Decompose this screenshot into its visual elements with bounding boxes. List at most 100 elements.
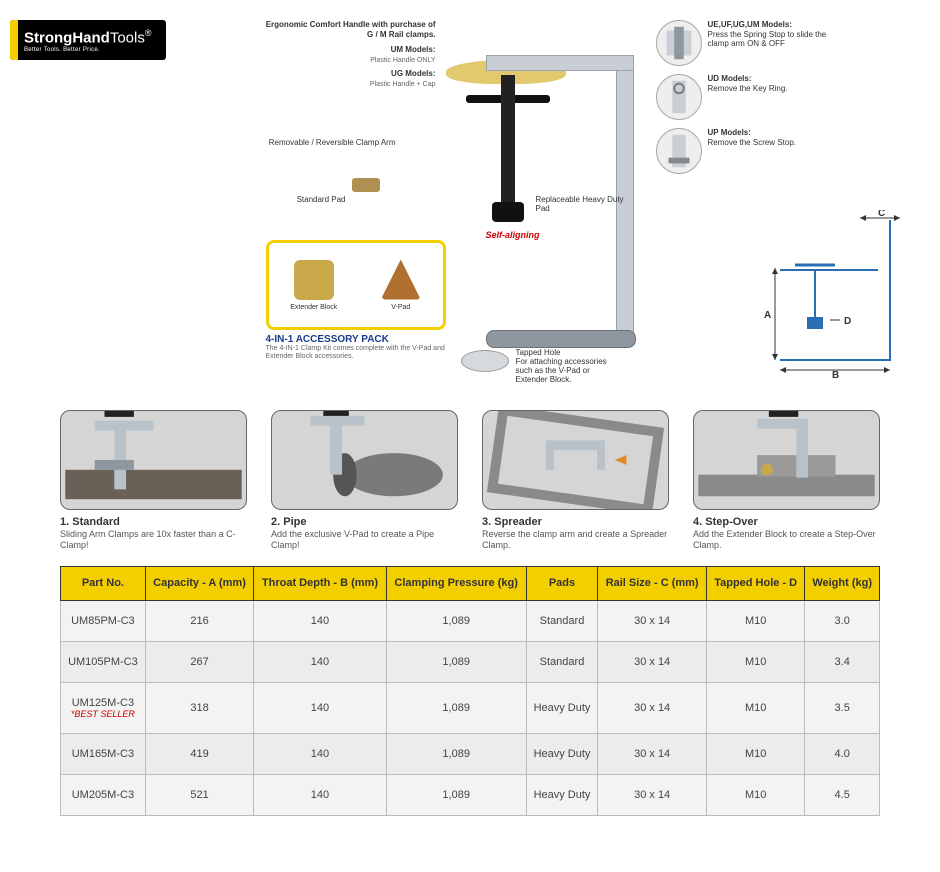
table-row: UM165M-C34191401,089Heavy Duty30 x 14M10…: [61, 733, 880, 774]
model-ue-desc: Press the Spring Stop to slide the clamp…: [708, 30, 827, 49]
svg-text:B: B: [832, 370, 839, 380]
app-img-pipe: [271, 410, 458, 510]
app-title-pipe: 2. Pipe: [271, 516, 458, 528]
spec-table: Part No. Capacity - A (mm) Throat Depth …: [60, 566, 880, 816]
cell-pads: Standard: [526, 600, 598, 641]
app-card-stepover: 4. Step-Over Add the Extender Block to c…: [693, 410, 880, 552]
clamp-top-arm: [486, 55, 634, 71]
cell-partno: UM105PM-C3: [61, 641, 146, 682]
cell-pads: Standard: [526, 641, 598, 682]
cell-pressure: 1,089: [386, 600, 526, 641]
vpad-label: V-Pad: [391, 304, 410, 311]
cell-capacity: 318: [145, 682, 253, 733]
app-desc-pipe: Add the exclusive V-Pad to create a Pipe…: [271, 529, 458, 552]
svg-text:A: A: [764, 310, 771, 321]
removable-arm-label: Removable / Reversible Clamp Arm: [246, 138, 396, 147]
clamp-base: [486, 330, 636, 348]
col-pads: Pads: [526, 566, 598, 600]
cell-rail: 30 x 14: [598, 641, 707, 682]
cell-weight: 3.4: [805, 641, 880, 682]
ergonomic-title: Ergonomic Comfort Handle with purchase o…: [266, 20, 436, 39]
partno-text: UM165M-C3: [72, 748, 134, 760]
cell-partno: UM205M-C3: [61, 774, 146, 815]
cell-capacity: 267: [145, 641, 253, 682]
cell-tapped: M10: [706, 774, 804, 815]
app-card-spreader: 3. Spreader Reverse the clamp arm and cr…: [482, 410, 669, 552]
best-seller-badge: *BEST SELLER: [67, 709, 139, 719]
app-card-standard: 1. Standard Sliding Arm Clamps are 10x f…: [60, 410, 247, 552]
model-up-icon: [656, 128, 702, 174]
ergonomic-handle-label: Ergonomic Comfort Handle with purchase o…: [266, 20, 436, 89]
extender-block-label: Extender Block: [290, 304, 337, 311]
model-up-title: UP Models:: [708, 128, 751, 137]
vpad-item: V-Pad: [381, 260, 421, 311]
col-tapped: Tapped Hole - D: [706, 566, 804, 600]
cell-throat: 140: [254, 641, 386, 682]
table-row: UM105PM-C32671401,089Standard30 x 14M103…: [61, 641, 880, 682]
cell-capacity: 419: [145, 733, 253, 774]
cell-capacity: 521: [145, 774, 253, 815]
table-row: UM125M-C3*BEST SELLER3181401,089Heavy Du…: [61, 682, 880, 733]
brand-logo: StrongHandTools® Better Tools. Better Pr…: [10, 20, 166, 60]
cell-pressure: 1,089: [386, 774, 526, 815]
cell-partno: UM125M-C3*BEST SELLER: [61, 682, 146, 733]
standard-pad-shape: [352, 178, 380, 192]
partno-text: UM105PM-C3: [68, 656, 138, 668]
standard-pad-label: Standard Pad: [286, 195, 346, 204]
svg-text:D: D: [844, 316, 851, 327]
cell-pressure: 1,089: [386, 733, 526, 774]
app-desc-stepover: Add the Extender Block to create a Step-…: [693, 529, 880, 552]
cell-rail: 30 x 14: [598, 600, 707, 641]
accessory-title: 4-IN-1 ACCESSORY PACK: [266, 334, 446, 345]
col-rail: Rail Size - C (mm): [598, 566, 707, 600]
model-ud-desc: Remove the Key Ring.: [708, 84, 788, 93]
app-img-spreader: [482, 410, 669, 510]
spec-thead: Part No. Capacity - A (mm) Throat Depth …: [61, 566, 880, 600]
app-title-spreader: 3. Spreader: [482, 516, 669, 528]
vpad-icon: [381, 260, 421, 300]
ug-models-label: UG Models:: [391, 69, 435, 78]
model-ue-row: UE,UF,UG,UM Models: Press the Spring Sto…: [656, 20, 866, 66]
app-title-stepover: 4. Step-Over: [693, 516, 880, 528]
heavy-duty-pad-shape: [492, 202, 524, 222]
self-aligning-label: Self-aligning: [486, 230, 540, 240]
cell-partno: UM165M-C3: [61, 733, 146, 774]
tapped-hole-shape: [461, 350, 509, 372]
partno-text: UM205M-C3: [72, 789, 134, 801]
cell-throat: 140: [254, 682, 386, 733]
svg-text:C: C: [878, 210, 885, 219]
accessory-pack: Extender Block V-Pad 4-IN-1 ACCESSORY PA…: [266, 240, 446, 362]
cell-throat: 140: [254, 600, 386, 641]
cell-pressure: 1,089: [386, 682, 526, 733]
tapped-hole-label: Tapped Hole For attaching accessories su…: [516, 348, 656, 384]
app-card-pipe: 2. Pipe Add the exclusive V-Pad to creat…: [271, 410, 458, 552]
model-ud-row: UD Models: Remove the Key Ring.: [656, 74, 866, 120]
model-instructions: UE,UF,UG,UM Models: Press the Spring Sto…: [656, 20, 866, 182]
top-region: StrongHandTools® Better Tools. Better Pr…: [10, 20, 930, 390]
app-title-standard: 1. Standard: [60, 516, 247, 528]
cell-weight: 4.5: [805, 774, 880, 815]
brand-main: StrongHand: [24, 29, 110, 46]
model-ue-title: UE,UF,UG,UM Models:: [708, 20, 792, 29]
spindle: [501, 75, 515, 205]
dimension-diagram: C A B D: [720, 210, 920, 380]
cell-pads: Heavy Duty: [526, 682, 598, 733]
accessory-desc: The 4-IN-1 Clamp Kit comes complete with…: [266, 345, 446, 362]
app-desc-standard: Sliding Arm Clamps are 10x faster than a…: [60, 529, 247, 552]
brand-tagline: Better Tools. Better Price.: [24, 47, 152, 53]
partno-text: UM125M-C3: [72, 697, 134, 709]
cell-rail: 30 x 14: [598, 774, 707, 815]
replaceable-pad-label: Replaceable Heavy Duty Pad: [536, 195, 626, 213]
col-partno: Part No.: [61, 566, 146, 600]
product-diagram: Ergonomic Comfort Handle with purchase o…: [186, 20, 931, 390]
um-models-sub: Plastic Handle ONLY: [370, 57, 435, 64]
cell-throat: 140: [254, 774, 386, 815]
cell-weight: 3.0: [805, 600, 880, 641]
model-ue-icon: [656, 20, 702, 66]
app-img-standard: [60, 410, 247, 510]
cell-pads: Heavy Duty: [526, 774, 598, 815]
cell-tapped: M10: [706, 641, 804, 682]
applications-row: 1. Standard Sliding Arm Clamps are 10x f…: [60, 410, 880, 552]
model-up-desc: Remove the Screw Stop.: [708, 138, 796, 147]
cell-capacity: 216: [145, 600, 253, 641]
